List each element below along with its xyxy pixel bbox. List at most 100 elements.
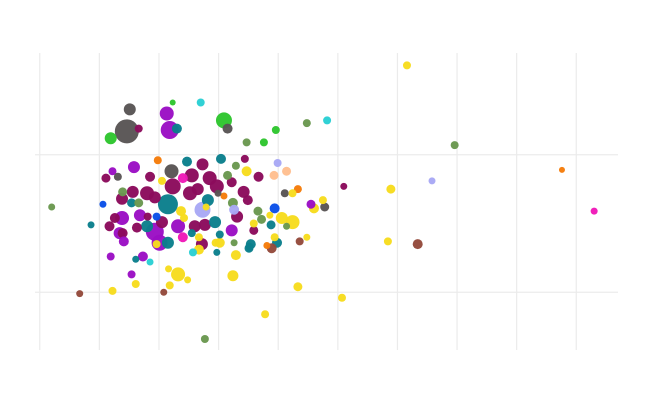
bubble-point[interactable] — [104, 132, 117, 145]
bubble-point[interactable] — [137, 251, 148, 262]
bubble-point[interactable] — [188, 248, 197, 257]
bubble-point[interactable] — [263, 242, 271, 249]
bubble-point[interactable] — [283, 222, 291, 230]
bubble-point[interactable] — [259, 138, 268, 147]
bubble-point[interactable] — [148, 191, 161, 204]
bubble-point[interactable] — [209, 216, 222, 229]
bubble-point[interactable] — [152, 240, 161, 249]
bubble-point[interactable] — [87, 221, 95, 229]
bubble-point[interactable] — [165, 265, 173, 273]
bubble-point[interactable] — [558, 166, 565, 173]
bubble-point[interactable] — [164, 178, 181, 195]
bubble-point[interactable] — [230, 250, 241, 261]
bubble-point[interactable] — [202, 203, 210, 211]
bubble-point[interactable] — [200, 335, 209, 343]
bubble-point[interactable] — [118, 236, 129, 247]
bubble-point[interactable] — [131, 280, 140, 288]
bubble-point[interactable] — [209, 179, 224, 194]
bubble-point[interactable] — [48, 203, 56, 211]
bubble-point[interactable] — [177, 232, 188, 243]
bubble-point[interactable] — [145, 171, 156, 182]
bubble-point[interactable] — [450, 141, 459, 150]
bubble-point[interactable] — [169, 99, 176, 106]
bubble-point[interactable] — [171, 267, 186, 282]
bubble-point[interactable] — [237, 185, 250, 198]
bubble-point[interactable] — [165, 281, 174, 290]
bubble-point[interactable] — [177, 173, 188, 184]
bubble-point[interactable] — [106, 252, 115, 261]
bubble-point[interactable] — [223, 170, 233, 180]
bubble-point[interactable] — [275, 212, 288, 224]
bubble-point[interactable] — [164, 164, 179, 179]
bubble-point[interactable] — [127, 161, 140, 174]
bubble-point[interactable] — [266, 220, 276, 230]
bubble-point[interactable] — [133, 209, 146, 222]
bubble-point[interactable] — [176, 206, 187, 217]
bubble-point[interactable] — [229, 204, 240, 215]
bubble-point[interactable] — [113, 172, 122, 181]
bubble-point[interactable] — [295, 237, 304, 246]
bubble-point[interactable] — [108, 286, 117, 295]
bubble-point[interactable] — [253, 206, 263, 216]
bubble-point[interactable] — [157, 176, 166, 185]
bubble-point[interactable] — [99, 200, 107, 208]
bubble-point[interactable] — [117, 228, 128, 239]
bubble-point[interactable] — [323, 116, 332, 125]
bubble-point[interactable] — [171, 123, 182, 134]
bubble-point[interactable] — [201, 194, 214, 207]
bubble-point[interactable] — [127, 270, 136, 279]
bubble-point[interactable] — [211, 238, 220, 247]
bubble-point[interactable] — [127, 198, 137, 208]
bubble-point[interactable] — [118, 187, 128, 197]
bubble-point[interactable] — [126, 185, 139, 198]
bubble-point[interactable] — [213, 248, 221, 256]
bubble-point[interactable] — [269, 170, 279, 180]
bubble-point[interactable] — [114, 119, 139, 144]
bubble-point[interactable] — [184, 276, 192, 284]
bubble-point[interactable] — [222, 123, 233, 134]
bubble-point[interactable] — [269, 203, 280, 214]
bubble-point[interactable] — [134, 198, 144, 208]
bubble-point[interactable] — [428, 177, 436, 185]
bubble-point[interactable] — [249, 219, 258, 228]
bubble-point[interactable] — [134, 124, 143, 133]
bubble-point[interactable] — [215, 153, 226, 164]
bubble-point[interactable] — [160, 288, 168, 296]
bubble-point[interactable] — [198, 218, 211, 231]
bubble-point[interactable] — [159, 106, 174, 121]
bubble-point[interactable] — [187, 229, 196, 238]
bubble-point[interactable] — [143, 212, 152, 221]
bubble-point[interactable] — [245, 242, 254, 251]
bubble-point[interactable] — [194, 233, 203, 242]
bubble-point[interactable] — [249, 225, 259, 235]
bubble-point[interactable] — [196, 158, 209, 171]
bubble-point[interactable] — [261, 310, 270, 319]
bubble-point[interactable] — [386, 184, 396, 194]
bubble-point[interactable] — [288, 189, 297, 198]
bubble-point[interactable] — [241, 166, 252, 177]
bubble-point[interactable] — [280, 189, 289, 198]
bubble-point[interactable] — [225, 224, 238, 237]
bubble-point[interactable] — [131, 222, 142, 233]
bubble-point[interactable] — [171, 219, 186, 234]
bubble-point[interactable] — [214, 189, 222, 197]
bubble-point[interactable] — [240, 154, 249, 163]
bubble-point[interactable] — [306, 199, 316, 209]
bubble-point[interactable] — [115, 211, 130, 225]
bubble-point[interactable] — [152, 212, 161, 221]
bubble-point[interactable] — [104, 221, 115, 232]
bubble-point[interactable] — [266, 211, 274, 219]
bubble-point[interactable] — [132, 255, 140, 263]
bubble-point[interactable] — [227, 270, 239, 282]
bubble-point[interactable] — [318, 196, 327, 205]
bubble-point[interactable] — [226, 177, 237, 188]
bubble-point[interactable] — [180, 214, 189, 222]
bubble-point[interactable] — [412, 239, 423, 250]
bubble-point[interactable] — [109, 213, 120, 223]
bubble-point[interactable] — [340, 182, 348, 190]
bubble-point[interactable] — [116, 192, 129, 205]
bubble-point[interactable] — [157, 194, 178, 215]
bubble-point[interactable] — [182, 156, 193, 167]
bubble-point[interactable] — [191, 183, 204, 196]
bubble-point[interactable] — [590, 207, 598, 215]
